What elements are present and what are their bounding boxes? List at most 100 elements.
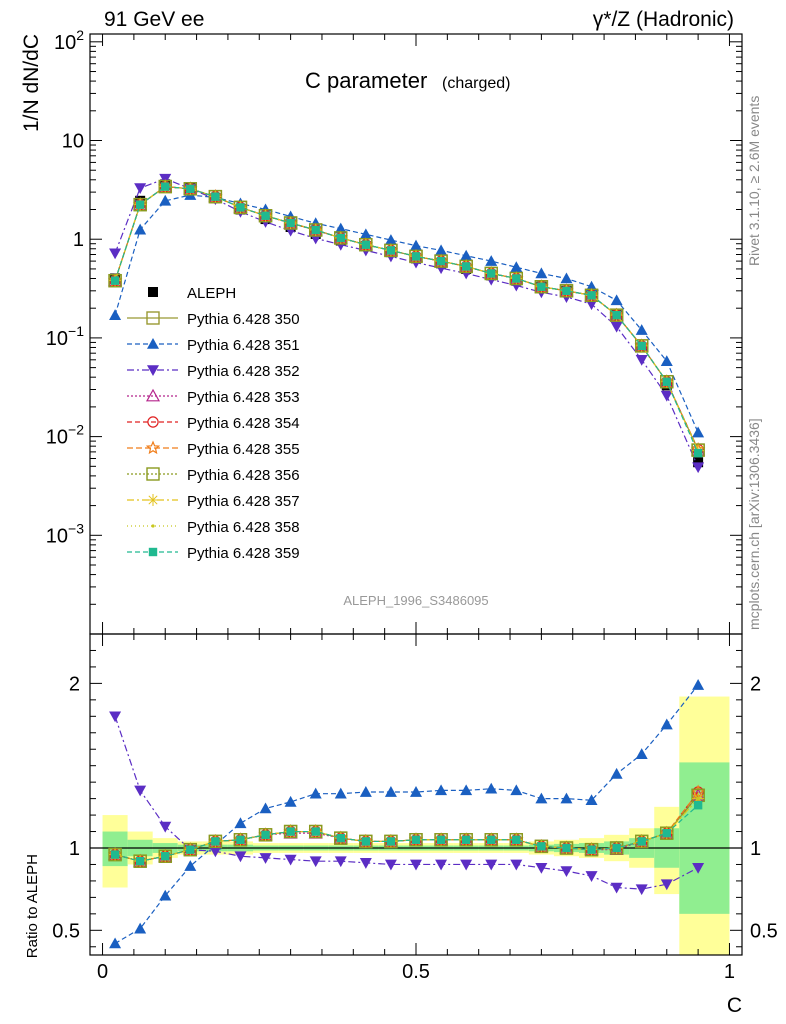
ratio-marker-pythia-6-428-352 xyxy=(460,859,473,871)
ratio-line-pythia-6-428-356 xyxy=(114,794,699,862)
main-marker-pythia-6-428-359 xyxy=(211,192,220,201)
main-y-tick-label: 1 xyxy=(73,229,84,251)
inner-uncertainty-band xyxy=(679,762,730,914)
ratio-marker-pythia-6-428-351 xyxy=(234,817,247,829)
main-marker-pythia-6-428-351 xyxy=(485,255,498,266)
ratio-y-tick-label-right: 2 xyxy=(750,673,761,695)
ratio-marker-pythia-6-428-352 xyxy=(234,851,247,863)
legend-marker-aleph xyxy=(148,287,158,297)
legend-label: Pythia 6.428 354 xyxy=(187,415,300,432)
ratio-marker-pythia-6-428-359 xyxy=(637,837,646,846)
ratio-marker-pythia-6-428-351 xyxy=(384,786,397,797)
ratio-marker-pythia-6-428-359 xyxy=(693,801,703,810)
main-marker-pythia-6-428-359 xyxy=(336,233,345,243)
ratio-marker-pythia-6-428-359 xyxy=(135,856,145,866)
main-marker-pythia-6-428-351 xyxy=(460,249,473,261)
main-marker-pythia-6-428-359 xyxy=(186,184,195,194)
main-marker-pythia-6-428-359 xyxy=(537,282,546,291)
main-marker-pythia-6-428-351 xyxy=(692,426,705,438)
legend-marker xyxy=(145,388,161,402)
main-marker-pythia-6-428-359 xyxy=(512,274,521,283)
main-y-axis-label: 1/N dN/dC xyxy=(20,34,43,132)
ratio-marker-pythia-6-428-359 xyxy=(587,845,596,854)
legend-label: Pythia 6.428 355 xyxy=(187,441,300,458)
legend-label: Pythia 6.428 353 xyxy=(187,389,300,406)
ratio-marker-pythia-6-428-352 xyxy=(560,866,573,878)
main-marker-pythia-6-428-351 xyxy=(410,239,422,251)
ratio-marker-pythia-6-428-351 xyxy=(560,792,573,804)
ratio-marker-pythia-6-428-359 xyxy=(336,833,345,843)
main-marker-pythia-6-428-359 xyxy=(161,182,170,191)
legend-marker xyxy=(148,547,158,557)
ratio-marker-pythia-6-428-351 xyxy=(259,802,272,814)
ratio-marker-pythia-6-428-352 xyxy=(334,856,347,868)
ratio-marker-pythia-6-428-351 xyxy=(410,786,422,797)
ratio-marker-pythia-6-428-359 xyxy=(236,835,245,844)
ratio-marker-pythia-6-428-359 xyxy=(612,843,621,853)
main-marker-pythia-6-428-351 xyxy=(560,272,573,284)
ratio-marker-pythia-6-428-351 xyxy=(109,937,122,949)
x-axis-label: C xyxy=(727,994,742,1017)
ratio-marker-pythia-6-428-352 xyxy=(410,859,422,871)
ratio-marker-pythia-6-428-352 xyxy=(435,859,448,871)
main-marker-pythia-6-428-359 xyxy=(386,246,396,255)
main-marker-pythia-6-428-359 xyxy=(361,240,371,249)
main-marker-pythia-6-428-351 xyxy=(334,222,347,234)
ratio-marker-pythia-6-428-352 xyxy=(510,859,523,871)
ratio-marker-pythia-6-428-351 xyxy=(159,889,172,901)
ratio-marker-pythia-6-428-352 xyxy=(134,785,147,797)
ratio-marker-pythia-6-428-359 xyxy=(110,850,120,859)
legend-label: Pythia 6.428 357 xyxy=(187,493,300,510)
main-marker-pythia-6-428-351 xyxy=(635,324,648,335)
main-marker-pythia-6-428-352 xyxy=(635,355,648,366)
ratio-marker-pythia-6-428-352 xyxy=(209,846,222,858)
legend-label: Pythia 6.428 352 xyxy=(187,363,300,380)
main-marker-pythia-6-428-351 xyxy=(510,261,523,273)
ratio-marker-pythia-6-428-359 xyxy=(411,835,421,844)
legend-label-aleph: ALEPH xyxy=(187,285,236,302)
ratio-marker-pythia-6-428-359 xyxy=(662,828,671,838)
header-right: γ*/Z (Hadronic) xyxy=(592,8,734,31)
ratio-marker-pythia-6-428-351 xyxy=(435,784,448,796)
ratio-marker-pythia-6-428-359 xyxy=(211,837,220,846)
main-marker-pythia-6-428-359 xyxy=(662,377,671,386)
legend-marker xyxy=(147,365,159,376)
ratio-marker-pythia-6-428-359 xyxy=(186,845,195,854)
main-y-tick-label: 10−2 xyxy=(46,422,84,449)
main-marker-pythia-6-428-351 xyxy=(134,223,147,235)
main-marker-pythia-6-428-359 xyxy=(612,310,621,320)
main-marker-pythia-6-428-351 xyxy=(435,244,448,256)
ratio-marker-pythia-6-428-351 xyxy=(660,718,673,730)
main-marker-pythia-6-428-351 xyxy=(535,267,548,279)
ratio-line-pythia-6-428-352 xyxy=(114,716,699,890)
ratio-line-pythia-6-428-351 xyxy=(114,684,699,944)
ratio-marker-pythia-6-428-351 xyxy=(585,794,598,806)
ratio-marker-pythia-6-428-351 xyxy=(692,679,705,690)
ratio-marker-pythia-6-428-359 xyxy=(261,830,270,840)
main-y-tick-label: 10−1 xyxy=(46,323,84,350)
ratio-y-tick-label-left: 2 xyxy=(69,673,80,695)
ratio-marker-pythia-6-428-352 xyxy=(284,854,297,866)
ratio-marker-pythia-6-428-352 xyxy=(610,882,623,894)
ratio-marker-pythia-6-428-351 xyxy=(610,767,623,779)
x-tick-label: 1 xyxy=(724,961,735,983)
chart-title: C parameter xyxy=(305,68,427,93)
ratio-marker-pythia-6-428-351 xyxy=(535,792,548,804)
header-left: 91 GeV ee xyxy=(104,8,205,31)
main-marker-pythia-6-428-359 xyxy=(436,256,446,266)
main-marker-pythia-6-428-352 xyxy=(692,462,705,474)
ratio-marker-pythia-6-428-352 xyxy=(309,856,322,868)
main-marker-pythia-6-428-359 xyxy=(637,341,646,351)
main-y-tick-label: 10 xyxy=(62,131,84,153)
ratio-marker-pythia-6-428-351 xyxy=(510,784,523,796)
main-marker-pythia-6-428-359 xyxy=(411,252,421,261)
ratio-marker-pythia-6-428-359 xyxy=(487,835,496,844)
ratio-marker-pythia-6-428-352 xyxy=(585,871,598,882)
main-marker-pythia-6-428-351 xyxy=(109,309,122,320)
legend-label: Pythia 6.428 351 xyxy=(187,337,300,354)
ratio-marker-pythia-6-428-351 xyxy=(485,782,498,794)
ratio-marker-pythia-6-428-352 xyxy=(159,821,172,833)
main-marker-pythia-6-428-359 xyxy=(261,211,270,220)
main-marker-pythia-6-428-351 xyxy=(159,194,172,206)
